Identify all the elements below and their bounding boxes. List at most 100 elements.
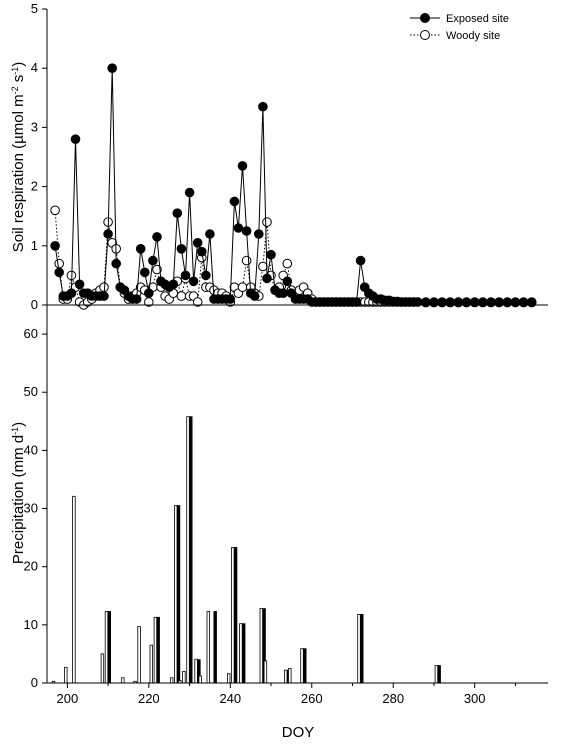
woody-precip-bar (64, 666, 68, 684)
woody-precip-bar (259, 608, 263, 684)
woody-precip-bar (182, 671, 186, 684)
exposed-site-point (351, 297, 362, 307)
top-ytick-label: 2 (31, 179, 38, 194)
exposed-site-point (258, 101, 268, 112)
exposed-site-point (502, 297, 513, 308)
exposed-site-point (262, 273, 272, 284)
woody-precip-bar (137, 626, 141, 684)
woody-site-point (54, 258, 65, 269)
exposed-site-point (99, 291, 109, 301)
soil-respiration-panel: 0 1 2 3 4 5 (31, 1, 548, 312)
woody-precip-bar (72, 495, 76, 684)
woody-site-point (176, 291, 187, 301)
exposed-site-point (237, 161, 248, 171)
exposed-site-point (225, 294, 236, 304)
legend-marker-exposed (420, 13, 430, 23)
bottom-ytick-label: 0 (31, 675, 38, 690)
exposed-site-point (197, 246, 207, 257)
woody-site-point (241, 255, 252, 266)
woody-precip-bar (121, 677, 125, 684)
bottom-ytick-label: 50 (24, 384, 38, 399)
bottom-ytick-label: 20 (24, 559, 38, 574)
exposed-site-point (445, 297, 456, 308)
exposed-site-point (526, 297, 537, 308)
xtick-label: 220 (138, 691, 160, 706)
exposed-site-point (486, 297, 496, 308)
woody-site-point (192, 297, 203, 307)
exposed-site-point (50, 241, 60, 251)
exposed-site-point (111, 258, 121, 269)
exposed-site-point (355, 255, 366, 266)
legend-marker-woody (420, 30, 430, 40)
exposed-precip-bar (213, 611, 217, 684)
xtick-label: 200 (57, 691, 79, 706)
exposed-precip-bar (107, 611, 111, 684)
woody-site-point (262, 217, 272, 227)
exposed-site-point (205, 229, 215, 239)
woody-site-point (50, 205, 60, 216)
woody-site-point (237, 282, 248, 293)
xtick-label: 300 (464, 691, 486, 706)
exposed-site-line (54, 68, 532, 304)
woody-precip-bar (283, 669, 288, 684)
woody-precip-bar (169, 677, 174, 684)
legend-label-exposed: Exposed site (446, 13, 509, 25)
exposed-site-point (266, 249, 276, 260)
woody-precip-bar (206, 611, 210, 684)
exposed-site-point (453, 297, 464, 308)
exposed-site-point (278, 288, 289, 299)
woody-precip-bar (263, 660, 268, 684)
top-ytick-label: 3 (31, 119, 38, 134)
exposed-site-point (135, 244, 146, 254)
exposed-site-point (282, 276, 293, 287)
xtick-label: 260 (301, 691, 323, 706)
woody-site-point (152, 264, 162, 275)
exposed-site-point (70, 134, 81, 144)
xtick-label: 240 (219, 691, 241, 706)
exposed-precip-bar (233, 547, 238, 684)
woody-site-point (282, 258, 293, 269)
exposed-site-point (494, 297, 504, 308)
exposed-site-point (249, 291, 260, 301)
woody-precip-bar (231, 547, 235, 684)
woody-precip-bar (186, 416, 190, 684)
top-ytick-label: 1 (31, 238, 38, 253)
exposed-site-point (172, 208, 183, 218)
exposed-site-point (229, 196, 240, 207)
woody-precip-bar (104, 611, 109, 684)
exposed-site-point (131, 294, 142, 304)
legend-label-woody: Woody site (446, 30, 500, 42)
precipitation-panel: 0 10 20 30 40 50 60 200 220 240 260 280 300 (24, 305, 548, 706)
bottom-ytick-label: 40 (24, 442, 38, 457)
top-ylabel: Soil respiration (µmol m-2 s-1) (10, 62, 27, 253)
exposed-precip-bar (360, 614, 364, 684)
xlabel: DOY (282, 724, 315, 741)
top-ytick-label: 5 (31, 1, 38, 16)
woody-precip-bar (239, 623, 243, 684)
exposed-site-point (461, 297, 472, 308)
exposed-site-point (152, 232, 162, 242)
woody-precip-bar (198, 675, 202, 684)
exposed-site-point (107, 63, 117, 73)
exposed-site-point (54, 267, 65, 278)
exposed-site-point (429, 297, 439, 308)
exposed-site-point (148, 255, 158, 266)
exposed-site-point (74, 279, 85, 290)
exposed-site-point (478, 297, 488, 308)
exposed-site-point (469, 297, 480, 308)
exposed-site-point (176, 244, 187, 254)
exposed-site-point (192, 238, 203, 248)
exposed-site-point (421, 297, 431, 308)
exposed-site-point (168, 279, 179, 290)
woody-precip-bar (194, 658, 198, 684)
exposed-site-point (510, 297, 521, 308)
exposed-site-point (144, 288, 154, 299)
exposed-site-point (233, 223, 244, 233)
exposed-precip-bar (189, 416, 193, 684)
bottom-ytick-label: 60 (24, 326, 38, 341)
woody-precip-bar (226, 673, 231, 684)
woody-precip-bar (153, 616, 158, 684)
exposed-site-point (518, 297, 529, 308)
woody-precip-bar (173, 505, 178, 684)
